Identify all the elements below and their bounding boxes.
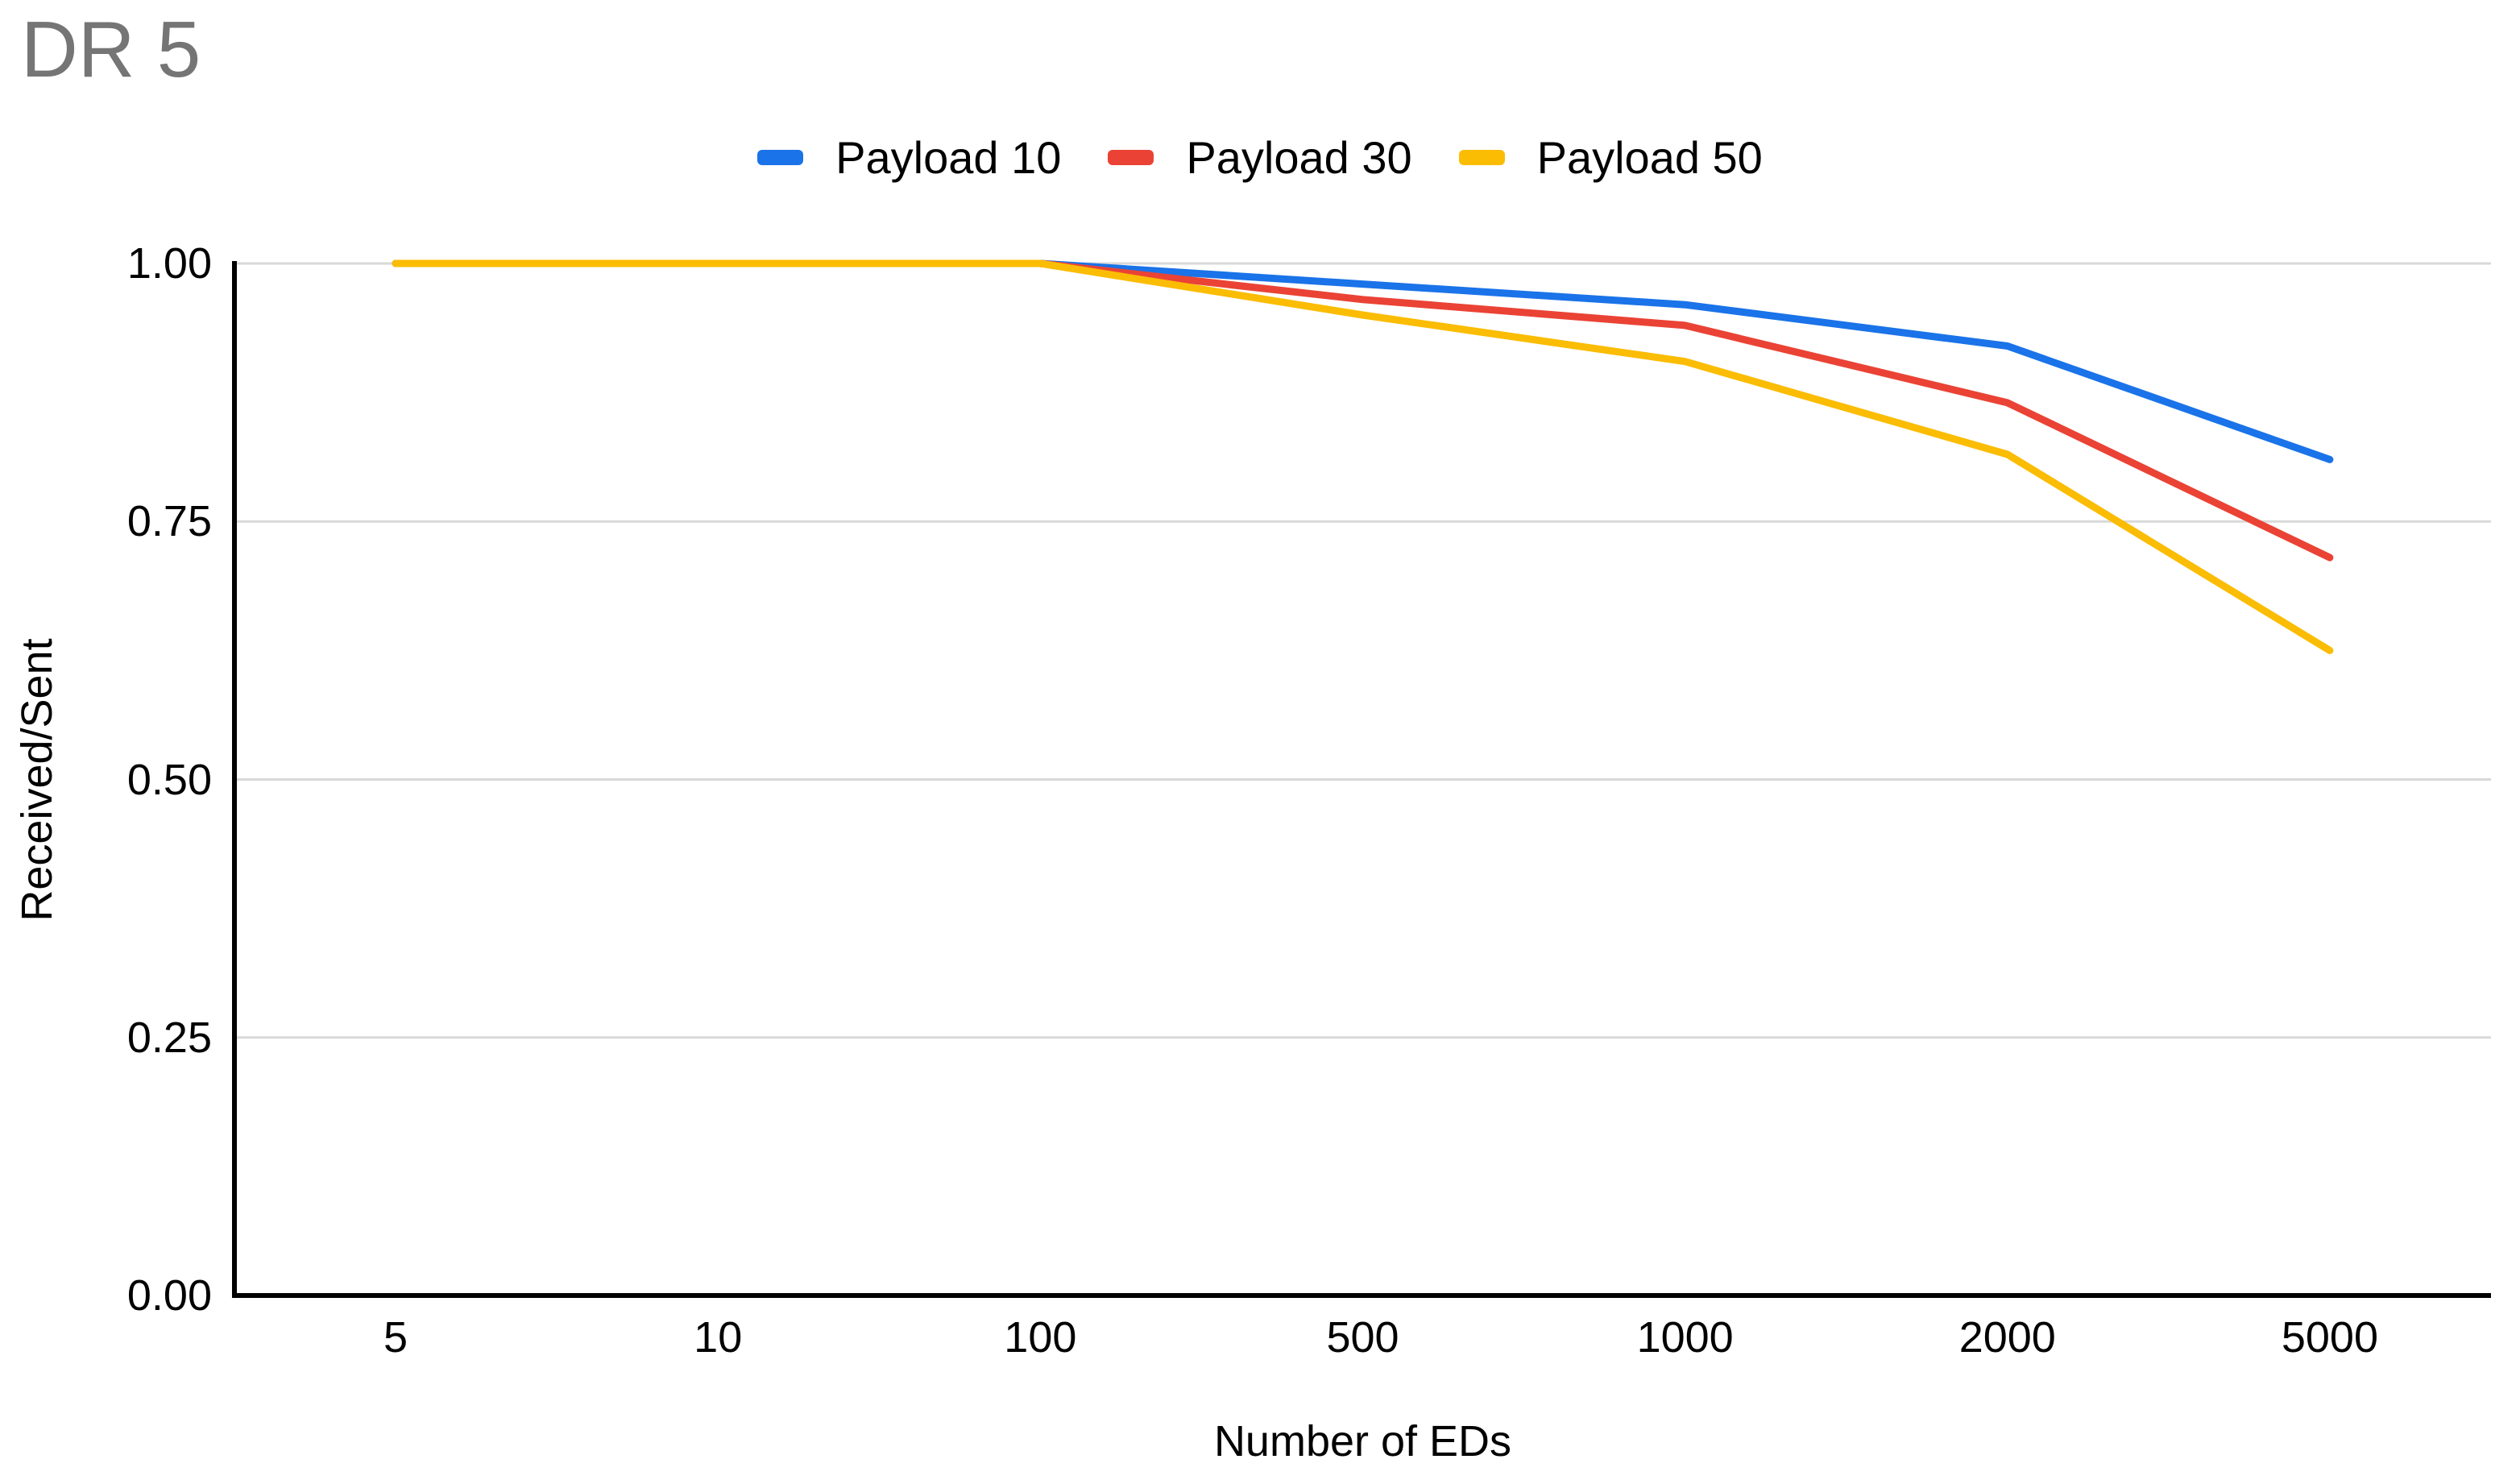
legend-item-payload-50[interactable]: Payload 50: [1458, 131, 1763, 184]
legend-swatch-payload-50: [1458, 150, 1505, 165]
y-tick-label-0.00: 0.00: [126, 1271, 212, 1320]
x-tick-label-500: 500: [1326, 1313, 1399, 1362]
series-line-payload-50: [392, 259, 2334, 654]
y-tick-label-1.00: 1.00: [126, 239, 212, 288]
x-tick-label-1000: 1000: [1636, 1313, 1734, 1362]
series-line-payload-10: [392, 259, 2334, 463]
x-tick-label-10: 10: [694, 1313, 743, 1362]
legend: Payload 10 Payload 30 Payload 50: [0, 131, 2520, 184]
x-tick-label-5: 5: [383, 1313, 408, 1362]
x-tick-label-5000: 5000: [2281, 1313, 2378, 1362]
series-line-payload-30: [392, 259, 2334, 562]
legend-swatch-payload-30: [1108, 150, 1154, 165]
legend-label: Payload 30: [1186, 132, 1412, 183]
y-tick-label-0.75: 0.75: [126, 497, 212, 546]
legend-item-payload-10[interactable]: Payload 10: [757, 131, 1061, 184]
chart-title: DR 5: [21, 5, 201, 93]
legend-label: Payload 10: [835, 132, 1062, 183]
x-tick-label-2000: 2000: [1958, 1313, 2056, 1362]
x-axis-title: Number of EDs: [1213, 1417, 1512, 1465]
x-tick-label-100: 100: [1004, 1313, 1077, 1362]
y-axis-title: Received/Sent: [13, 638, 61, 922]
legend-swatch-payload-10: [757, 150, 804, 165]
legend-label: Payload 50: [1536, 132, 1763, 183]
y-tick-label-0.25: 0.25: [126, 1013, 212, 1062]
y-tick-label-0.50: 0.50: [126, 755, 212, 804]
legend-item-payload-30[interactable]: Payload 30: [1108, 131, 1412, 184]
